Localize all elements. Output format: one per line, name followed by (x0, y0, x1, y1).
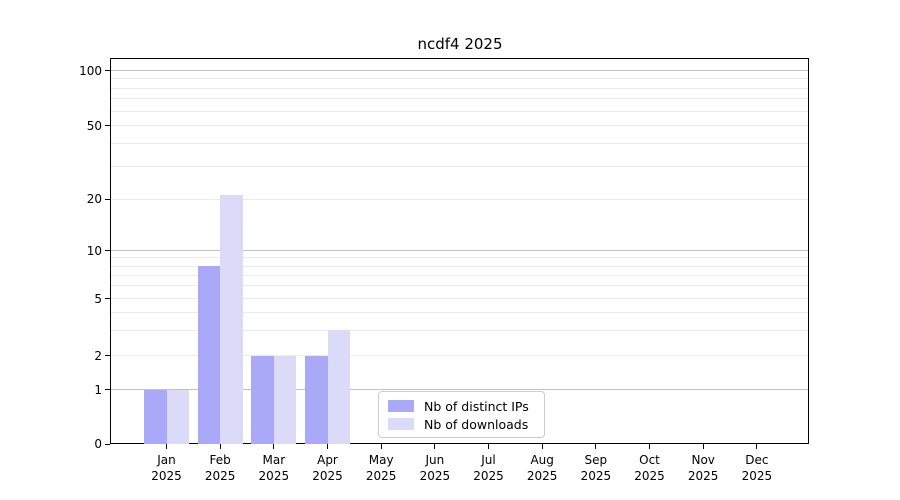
legend-swatch-distinct-ips (388, 400, 414, 412)
legend: Nb of distinct IPs Nb of downloads (378, 391, 545, 438)
y-tick-mark-1 (105, 389, 110, 390)
gridline-minor-3 (111, 329, 808, 331)
x-tick-label-mar: Mar 2025 (258, 453, 290, 483)
bar-nb-of-distinct-ips-apr (305, 355, 328, 444)
y-tick-label-20: 20 (86, 192, 102, 206)
x-tick-mark-nov (702, 444, 704, 449)
bar-nb-of-distinct-ips-mar (251, 355, 274, 444)
x-tick-label-jul: Jul 2025 (473, 453, 504, 483)
x-tick-label-jun: Jun 2025 (419, 453, 451, 483)
y-tick-label-100: 100 (79, 63, 102, 78)
x-tick-label-feb: Feb 2025 (204, 453, 236, 483)
gridline-minor-20 (111, 198, 808, 200)
x-tick-mark-may (380, 444, 382, 449)
y-tick-label-0: 0 (94, 437, 102, 451)
x-tick-mark-mar (273, 444, 275, 449)
bar-nb-of-downloads-apr (327, 330, 350, 444)
x-tick-label-dec: Dec 2025 (741, 453, 773, 483)
x-tick-mark-aug (541, 444, 543, 449)
x-tick-mark-jul (488, 444, 490, 449)
y-tick-label-10: 10 (86, 243, 102, 258)
x-tick-label-may: May 2025 (365, 453, 397, 483)
x-tick-label-nov: Nov 2025 (687, 453, 719, 483)
x-tick-mark-dec (756, 444, 758, 449)
gridline-minor-60 (111, 110, 808, 112)
bar-nb-of-downloads-feb (220, 195, 243, 444)
y-tick-mark-20 (105, 198, 110, 200)
gridline-minor-7 (111, 274, 808, 276)
gridline-minor-80 (111, 87, 808, 89)
gridline-minor-6 (111, 285, 808, 287)
x-tick-label-sep: Sep 2025 (580, 453, 612, 483)
gridline-minor-9 (111, 257, 808, 259)
y-tick-mark-5 (105, 298, 110, 299)
x-tick-mark-sep (595, 444, 597, 449)
gridline-minor-4 (111, 311, 808, 313)
gridline-minor-90 (111, 78, 808, 80)
gridline-minor-2 (111, 355, 808, 356)
gridline-major-10 (111, 250, 808, 252)
x-tick-mark-jun (434, 444, 436, 449)
x-tick-label-oct: Oct 2025 (634, 453, 665, 483)
y-tick-mark-50 (105, 125, 110, 126)
y-tick-mark-10 (105, 250, 110, 252)
gridline-minor-8 (111, 265, 808, 267)
gridline-minor-5 (111, 298, 808, 299)
x-tick-label-apr: Apr 2025 (312, 453, 343, 483)
gridline-major-1 (111, 389, 808, 390)
x-tick-mark-oct (649, 444, 651, 449)
y-tick-mark-0 (105, 443, 110, 445)
legend-swatch-downloads (388, 418, 414, 430)
plot-area (110, 58, 809, 444)
y-tick-label-50: 50 (86, 118, 102, 133)
gridline-minor-50 (111, 125, 808, 126)
gridline-minor-40 (111, 142, 808, 144)
chart-title: ncdf4 2025 (417, 35, 503, 53)
bar-nb-of-distinct-ips-jan (144, 389, 167, 444)
legend-row-distinct-ips: Nb of distinct IPs (388, 398, 536, 414)
legend-label-distinct-ips: Nb of distinct IPs (424, 398, 529, 414)
y-tick-mark-2 (105, 355, 110, 356)
y-tick-label-1: 1 (94, 382, 102, 397)
y-tick-label-2: 2 (94, 348, 102, 363)
bar-nb-of-downloads-jan (166, 389, 189, 444)
x-tick-mark-apr (327, 444, 328, 449)
x-tick-label-jan: Jan 2025 (151, 453, 182, 483)
x-tick-label-aug: Aug 2025 (526, 453, 558, 483)
y-tick-mark-100 (105, 70, 110, 71)
x-tick-mark-jan (166, 444, 167, 449)
gridline-minor-70 (111, 98, 808, 100)
legend-row-downloads: Nb of downloads (388, 416, 536, 432)
x-tick-mark-feb (219, 444, 221, 449)
gridline-minor-30 (111, 165, 808, 167)
bar-nb-of-distinct-ips-feb (197, 266, 221, 444)
gridline-major-100 (111, 70, 808, 71)
y-tick-label-5: 5 (94, 291, 102, 306)
bar-nb-of-downloads-mar (273, 355, 297, 444)
legend-label-downloads: Nb of downloads (424, 416, 529, 432)
